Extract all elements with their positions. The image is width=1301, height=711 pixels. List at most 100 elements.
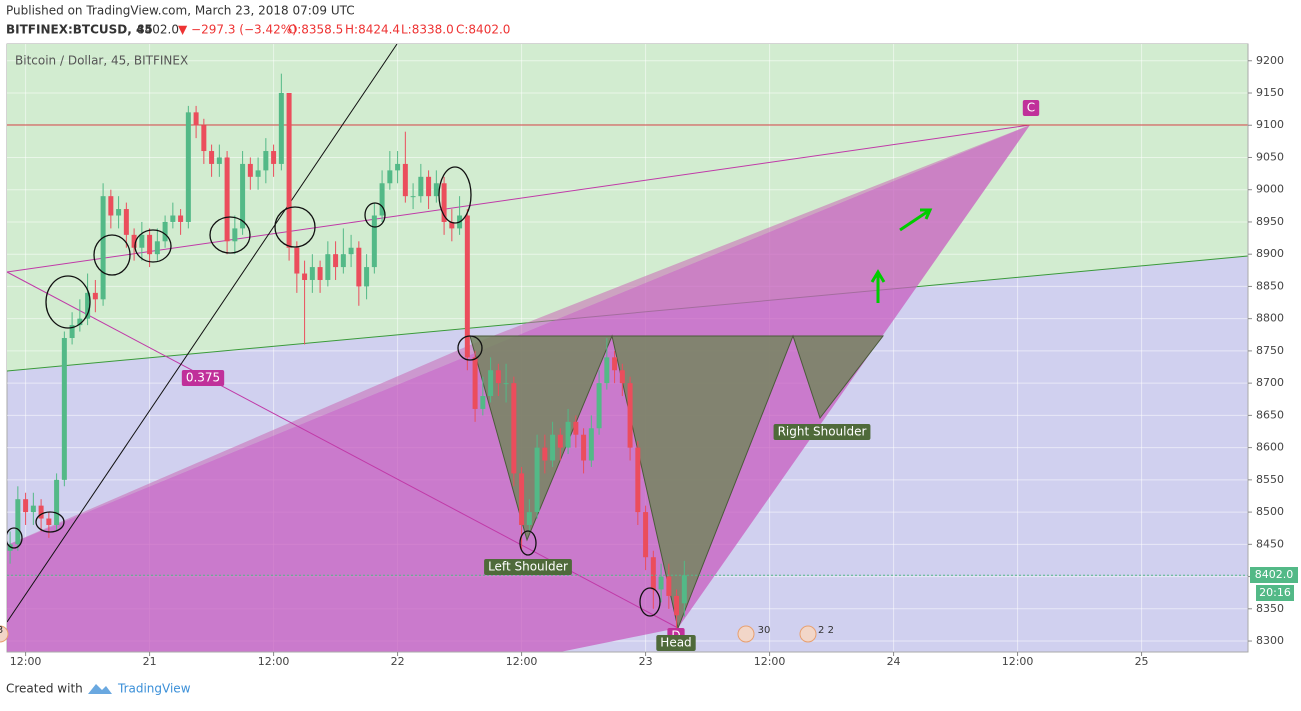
x-tick-label: 12:00 <box>258 655 290 668</box>
y-tick-label: 8350 <box>1256 602 1284 615</box>
candle-body <box>650 557 656 590</box>
annotation-box <box>181 370 225 386</box>
y-tick-label: 8950 <box>1256 215 1284 228</box>
candle-body <box>23 499 29 513</box>
countdown-box <box>1256 585 1294 601</box>
upper-zone <box>7 44 1248 371</box>
candle-body <box>15 499 21 545</box>
candle-body <box>612 357 618 371</box>
y-tick-label: 8600 <box>1256 441 1284 454</box>
candle-body <box>550 434 556 461</box>
brand[interactable]: TradingView <box>117 682 191 696</box>
ohlc-open: O:8358.5 <box>288 23 343 37</box>
candle-body <box>178 215 184 222</box>
candle-body <box>573 421 579 435</box>
countdown: 20:16 <box>1259 586 1291 599</box>
y-tick-label: 8450 <box>1256 537 1284 550</box>
candle-body <box>356 247 362 287</box>
candle-body <box>278 93 284 164</box>
candle-body <box>325 254 331 280</box>
arrow-diag <box>899 208 933 232</box>
candle-body <box>526 512 532 525</box>
ohlc-high: H:8424.4 <box>345 23 400 37</box>
hand-marks <box>7 166 661 617</box>
candle-body <box>116 209 122 216</box>
candle-body <box>193 112 199 126</box>
y-tick-label: 8550 <box>1256 473 1284 486</box>
annotation-box <box>656 635 696 651</box>
candle-body <box>317 267 323 280</box>
candle-body <box>681 575 687 604</box>
y-tick-label: 8650 <box>1256 408 1284 421</box>
candle-body <box>627 383 633 448</box>
candle-body <box>604 357 610 384</box>
annotation: C <box>1027 101 1035 115</box>
y-tick-label: 8700 <box>1256 376 1284 389</box>
y-tick-label: 9200 <box>1256 54 1284 67</box>
change: ▼ −297.3 (−3.42%) <box>178 23 297 37</box>
candle-body <box>658 576 664 590</box>
chart-title: Bitcoin / Dollar, 45, BITFINEX <box>15 54 188 68</box>
candle-body <box>201 125 207 152</box>
candle-body <box>426 176 432 197</box>
x-tick-label: 12:00 <box>10 655 42 668</box>
candle-body <box>46 518 52 525</box>
candle-body <box>38 505 44 519</box>
candle-body <box>170 215 176 222</box>
candle-body <box>480 396 486 409</box>
candle-body <box>302 273 308 280</box>
annotation-box <box>484 559 572 575</box>
axes: 8300835084008450850085508600865087008750… <box>10 54 1284 668</box>
annotation: Head <box>660 636 691 650</box>
annotation-box <box>1022 100 1040 116</box>
candle-body <box>635 447 641 513</box>
candle-body <box>542 447 548 461</box>
head-shoulders <box>469 334 885 630</box>
candle-body <box>619 370 625 384</box>
candle-body <box>209 151 215 164</box>
candle-body <box>224 157 230 242</box>
candle-body <box>433 183 439 197</box>
pattern-line <box>7 124 1031 273</box>
candle-body <box>77 318 83 326</box>
x-tick-label: 23 <box>639 655 653 668</box>
candle-body <box>309 267 315 280</box>
candle-body <box>596 383 602 429</box>
candle-body <box>340 254 346 268</box>
candle-body <box>139 234 145 248</box>
created-with: Created with <box>6 682 83 696</box>
candle-body <box>379 183 385 216</box>
last-price-label: 8402.0 <box>1255 568 1294 581</box>
event-label: 30 <box>758 625 771 636</box>
candle-body <box>410 196 416 198</box>
candle-body <box>286 93 292 248</box>
y-tick-label: 9150 <box>1256 86 1284 99</box>
y-tick-label: 9000 <box>1256 183 1284 196</box>
annotation-box <box>773 424 871 440</box>
candle-body <box>418 176 424 197</box>
ohlc-low: L:8338.0 <box>401 23 454 37</box>
candle-body <box>30 505 36 513</box>
candle-body <box>565 421 571 448</box>
candle-body <box>232 228 238 242</box>
y-tick-label: 8800 <box>1256 312 1284 325</box>
candle-body <box>371 215 377 268</box>
candle-body <box>54 479 60 525</box>
candle-body <box>387 170 393 184</box>
candle-body <box>131 234 137 248</box>
candle-body <box>534 447 540 513</box>
x-tick-label: 21 <box>143 655 157 668</box>
annotation: 0.375 <box>186 371 220 385</box>
last: 8402.0 <box>137 23 179 37</box>
candle-body <box>69 325 75 339</box>
candle-body <box>488 370 494 397</box>
candle-body <box>108 196 114 216</box>
candle-body <box>240 163 246 229</box>
annotation: Right Shoulder <box>778 425 867 439</box>
candle-body <box>123 209 129 235</box>
candle-body <box>588 428 594 461</box>
candle-body <box>348 247 354 255</box>
candle-body <box>263 151 269 171</box>
